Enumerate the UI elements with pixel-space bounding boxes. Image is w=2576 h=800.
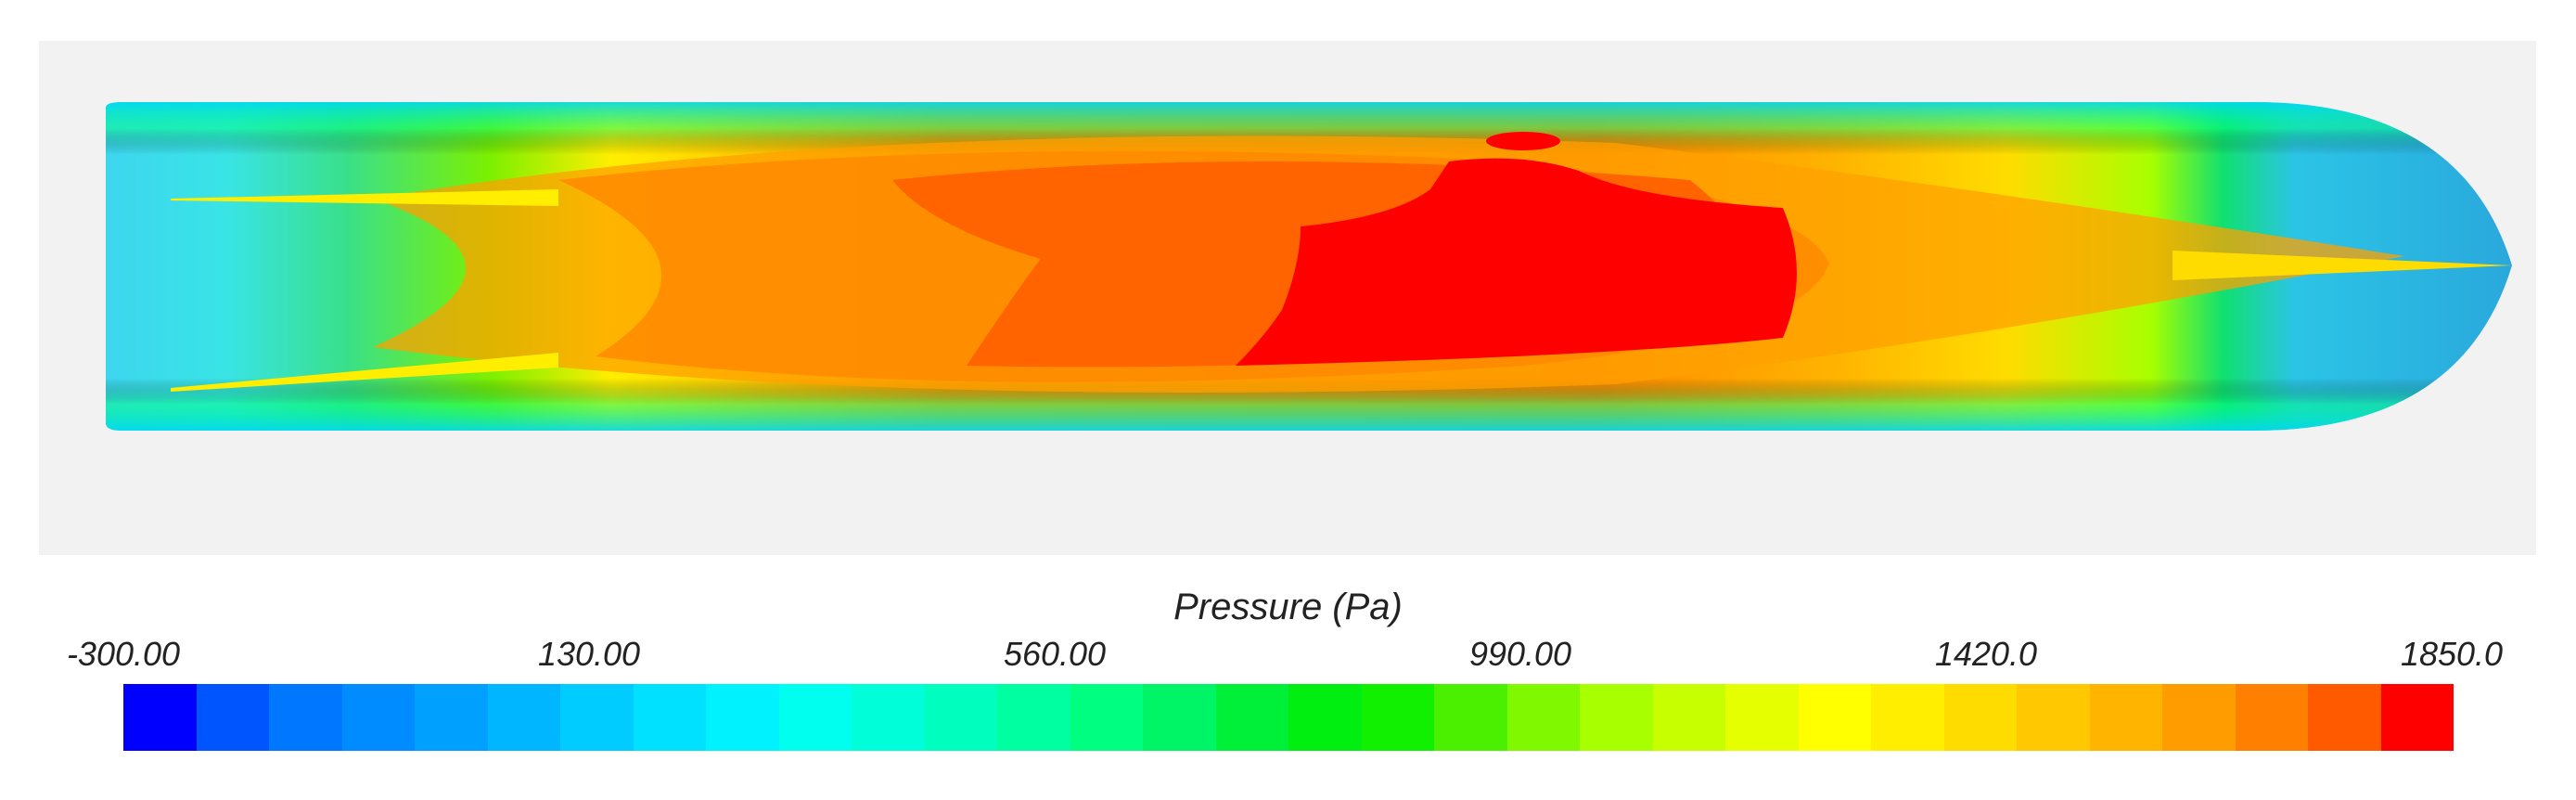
colorbar-swatch xyxy=(852,684,925,751)
colorbar-swatch xyxy=(1580,684,1653,751)
colorbar-swatch xyxy=(415,684,488,751)
pressure-contour-image xyxy=(106,102,2512,431)
colorbar-swatch xyxy=(1871,684,1944,751)
colorbar-swatch xyxy=(196,684,269,751)
colorbar-swatch xyxy=(123,684,197,751)
colorbar-swatch xyxy=(924,684,997,751)
colorbar-swatch xyxy=(1215,684,1288,751)
colorbar-swatch xyxy=(1288,684,1362,751)
colorbar-swatch xyxy=(560,684,634,751)
colorbar-swatch xyxy=(1943,684,2017,751)
colorbar-tick-label: -300.00 xyxy=(66,635,181,673)
colorbar-swatch xyxy=(2089,684,2162,751)
colorbar-swatch xyxy=(487,684,560,751)
legend-title: Pressure (Pa) xyxy=(1173,587,1403,627)
colorbar-tick-label: 990.00 xyxy=(1468,635,1572,673)
colorbar-swatch xyxy=(633,684,706,751)
colorbar-swatch xyxy=(1143,684,1216,751)
colorbar-swatch xyxy=(1652,684,1725,751)
colorbar-swatch xyxy=(2017,684,2090,751)
colorbar-tick-label: 130.00 xyxy=(537,635,641,673)
colorbar-swatch xyxy=(2308,684,2381,751)
colorbar-swatch xyxy=(1725,684,1799,751)
colorbar-swatch xyxy=(1070,684,1143,751)
colorbar-swatch xyxy=(2380,684,2454,751)
colorbar-swatch xyxy=(1506,684,1580,751)
pressure-colorbar xyxy=(123,684,2454,751)
colorbar-swatch xyxy=(706,684,779,751)
colorbar-swatch xyxy=(2235,684,2308,751)
colorbar-swatch xyxy=(778,684,852,751)
colorbar-swatch xyxy=(341,684,415,751)
colorbar-swatch xyxy=(269,684,342,751)
colorbar-swatch xyxy=(1798,684,1871,751)
colorbar-swatch xyxy=(1434,684,1507,751)
colorbar-tick-label: 1420.0 xyxy=(1934,635,2038,673)
colorbar-swatch xyxy=(1361,684,1434,751)
colorbar-tick-label: 1850.0 xyxy=(2400,635,2504,673)
colorbar-swatch xyxy=(2162,684,2236,751)
contour-plot-viewport xyxy=(39,41,2536,555)
colorbar-tick-label: 560.00 xyxy=(1003,635,1107,673)
colorbar-swatch xyxy=(997,684,1070,751)
